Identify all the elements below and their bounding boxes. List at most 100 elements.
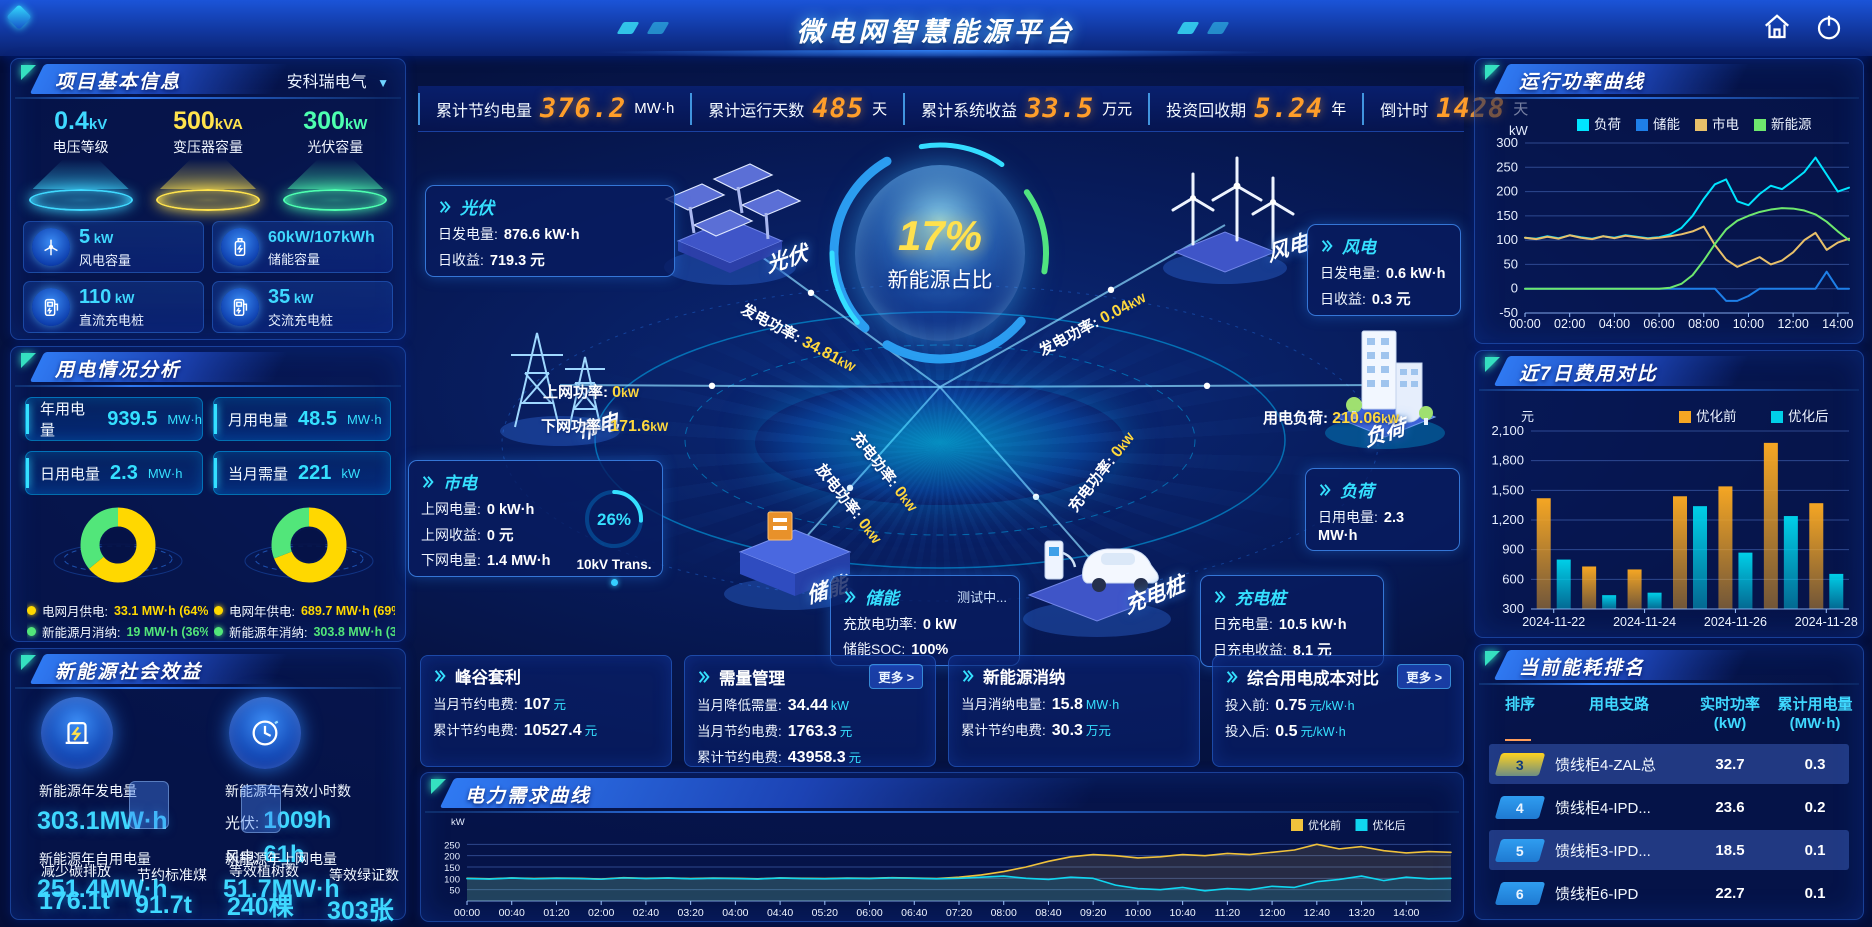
capacity-pedestals: 0.4kV 电压等级 500kVA 变压器容量 300kW 光伏容量 (11, 99, 405, 211)
info-box-title: 风电 (1320, 233, 1448, 258)
table-row[interactable]: 5 馈线柜3-IPD... 18.5 0.1 (1489, 830, 1849, 870)
wind-turbine-icon (32, 228, 70, 266)
svg-text:2024-11-22: 2024-11-22 (1522, 615, 1585, 629)
mini-panel-0: 峰谷套利 当月节约电费: 107 元累计节约电费: 10527.4 元 (420, 655, 672, 767)
svg-text:优化前: 优化前 (1696, 408, 1737, 424)
mini-panel-3: 综合用电成本对比 更多 > 投入前: 0.75 元/kW·h 投入后: 0.5 元/kW·h (1212, 655, 1464, 767)
table-row[interactable]: 4 馈线柜4-IPD... 23.6 0.2 (1489, 787, 1849, 827)
info-value: 2.3 MW·h (1318, 510, 1405, 544)
kpi-unit: 天 (872, 101, 888, 118)
flow-unit: kW (650, 420, 669, 434)
info-box-name: 风电 (1342, 238, 1376, 257)
more-button[interactable]: 更多 > (1397, 664, 1451, 689)
legend-label: 电网月供电: (42, 605, 108, 619)
home-icon[interactable] (1762, 12, 1792, 42)
mini-value: 0.5 (1275, 723, 1298, 740)
svg-text:04:00: 04:00 (722, 907, 748, 919)
chevron-down-icon: ▼ (377, 76, 389, 90)
kpi-unit: MW·h (634, 100, 675, 117)
legend-dot (214, 606, 223, 615)
svg-text:14:00: 14:00 (1822, 317, 1853, 331)
benefit-unit: t (101, 887, 110, 915)
usage-stat-3: 当月需量 221 kW (213, 451, 391, 495)
kpi-label: 累计系统收益 (921, 102, 1018, 120)
rank-cell: 3 (1489, 752, 1551, 776)
ranking-column-header: 累计用电量 (MW·h) (1773, 695, 1857, 733)
mini-panel-title: 新能源消纳 (983, 669, 1066, 687)
power-icon[interactable] (1814, 12, 1844, 42)
info-box-storage: 储能 测试中... 充放电功率: 0 kW 储能SOC: 100% (830, 575, 1020, 666)
panel-cost-header: 近7日费用对比 (1475, 351, 1863, 391)
flow-value: 210.06kW (1332, 410, 1400, 427)
realtime-power: 18.5 (1715, 841, 1745, 859)
donut-legend-item: 电网月供电: 33.1 MW·h (64%) (27, 601, 208, 620)
info-value: 0 元 (486, 528, 514, 544)
svg-text:150: 150 (444, 863, 460, 874)
capacity-card-2: 110 kW 直流充电桩 (23, 281, 204, 333)
total-energy: 0.2 (1804, 798, 1826, 816)
ranking-header-row: 排序 用电支路 实时功率 (kW) 累计用电量 (MW·h) (1489, 695, 1853, 733)
legend-dot (27, 606, 36, 615)
hours-label: 光伏: (225, 815, 264, 832)
capacity-value: 35 kW (268, 285, 314, 308)
total-energy: 0.1 (1804, 841, 1826, 859)
info-box-pv: 光伏 日发电量: 876.6 kW·h 日收益: 719.3 元 (425, 185, 675, 277)
kpi-stat-1: 累计运行天数 485 天 (690, 92, 903, 125)
status-badge: 测试中... (957, 590, 1007, 605)
svg-text:06:40: 06:40 (901, 907, 927, 919)
svg-text:03:20: 03:20 (677, 907, 703, 919)
more-button[interactable]: 更多 > (869, 664, 923, 689)
svg-text:04:40: 04:40 (767, 907, 793, 919)
panel-green-benefit: 新能源社会效益 新能源年发电量 303.1MW·h 新能源年有效小时数 光伏: 100… (10, 648, 406, 925)
svg-text:2024-11-26: 2024-11-26 (1704, 615, 1767, 629)
dc-charger-icon (32, 288, 70, 326)
energy-flow-diagram: 光伏 风电 (405, 135, 1465, 667)
page-title: 微电网智慧能源平台 (796, 17, 1076, 47)
svg-text:10:40: 10:40 (1169, 907, 1195, 919)
benefit-unit: 棵 (268, 893, 294, 921)
company-select[interactable]: 安科瑞电气 ▼ (287, 68, 389, 92)
usage-unit: MW·h (346, 411, 382, 427)
panel-cost-compare: 近7日费用对比 300 600 900 1,200 1,500 1,800 2,100 元 20… (1474, 350, 1864, 638)
benefit-label: 等效绿证数 (329, 867, 399, 883)
panel-title: 电力需求曲线 (465, 786, 592, 807)
mini-value: 34.44 (787, 697, 828, 714)
pedestal-value: 0.4kV (54, 107, 108, 135)
ghost-battery-icon (129, 781, 169, 829)
table-row[interactable]: 3 馈线柜4-ZAL总 32.7 0.3 (1489, 744, 1849, 784)
mini-unit: 元 (839, 725, 853, 739)
kpi-label: 倒计时 (1380, 102, 1429, 120)
info-value: 0 kW·h (486, 502, 535, 518)
table-row[interactable]: 6 馈线柜6-IPD 22.7 0.1 (1489, 873, 1849, 913)
node-grid: 市电 (485, 315, 635, 455)
decor-slash (1176, 22, 1200, 34)
svg-text:50: 50 (449, 886, 460, 897)
svg-text:12:00: 12:00 (1259, 907, 1285, 919)
ranking-column-header: 实时功率 (kW) (1687, 695, 1773, 733)
scroll-indicator (1505, 739, 1531, 741)
node-load: 负荷 (1310, 305, 1460, 460)
capacity-value: 110 kW (79, 285, 135, 308)
info-box-name: 光伏 (460, 199, 494, 218)
branch-name: 馈线柜4-IPD... (1555, 799, 1651, 817)
col-line1: 累计用电量 (1777, 696, 1853, 713)
donut-legend: 电网月供电: 33.1 MW·h (64%) 电网年供电: 689.7 MW·h (6… (11, 599, 405, 641)
capacity-card-text: 60kW/107kWh 储能容量 (268, 227, 375, 268)
kpi-value: 485 (812, 93, 865, 124)
benefit-label: 新能源年发电量 (39, 783, 137, 799)
info-row: 储能SOC: 100% (843, 641, 949, 658)
info-box-name: 充电桩 (1235, 589, 1286, 608)
branch-name: 馈线柜4-ZAL总 (1555, 756, 1656, 774)
legend-label: 新能源月消纳: (42, 626, 121, 640)
flow-value: 0kW (612, 384, 640, 401)
building-icon (1325, 330, 1445, 449)
pedestal-value: 500kVA (173, 107, 243, 135)
panel-usage-header: 用电情况分析 (11, 347, 405, 387)
benefit-unit: MW·h (99, 807, 168, 835)
info-row: 日收益: 0.3 元 (1320, 291, 1411, 308)
pedestal-2: 300kW 光伏容量 (273, 107, 397, 211)
donut-legend-item: 新能源月消纳: 19 MW·h (36%) (27, 622, 208, 641)
info-value: 0.3 元 (1371, 292, 1411, 308)
